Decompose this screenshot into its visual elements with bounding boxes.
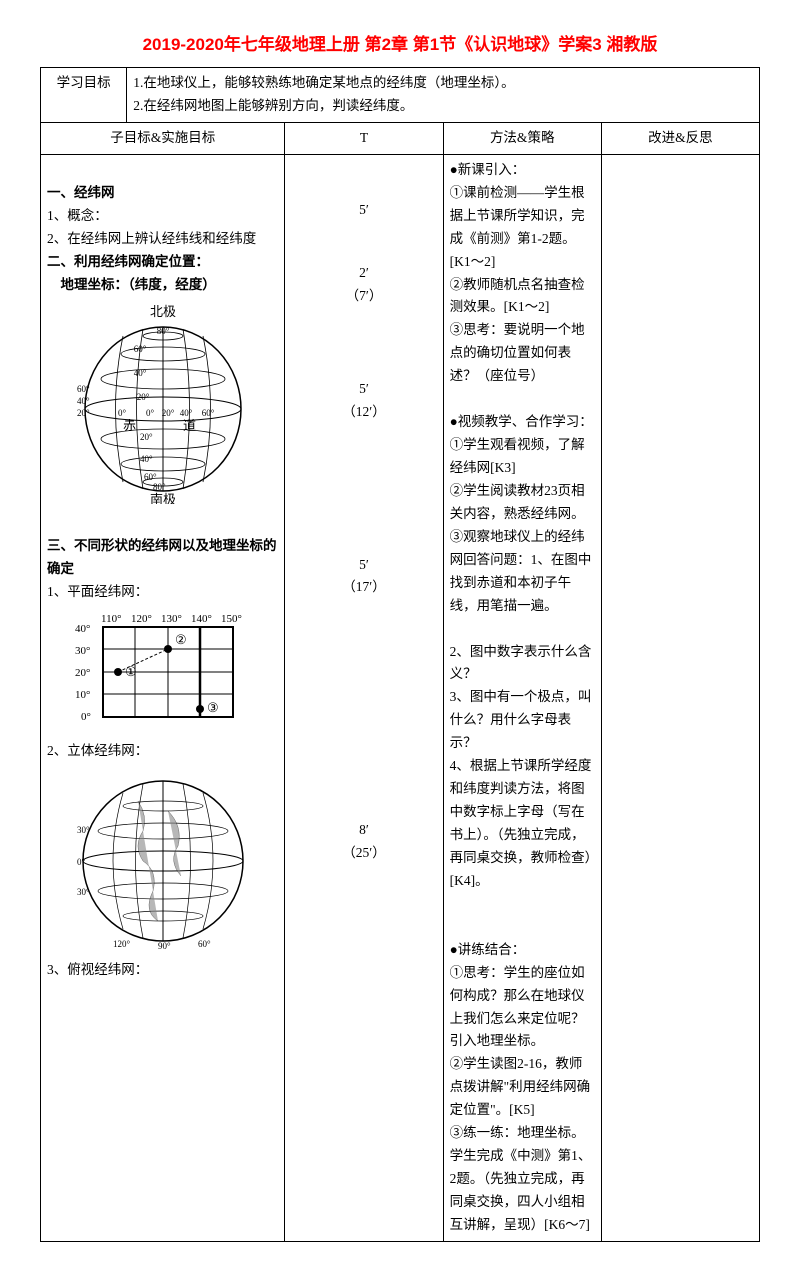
goal-2: 2.在经纬网地图上能够辨别方向，判读经纬度。 [133, 95, 753, 118]
svg-text:赤: 赤 [123, 418, 136, 433]
svg-text:150°: 150° [221, 613, 242, 625]
svg-text:40°: 40° [133, 368, 146, 378]
header-col1: 子目标&实施目标 [41, 122, 285, 154]
block3-2: 3、图中有一个极点，叫什么？用什么字母表示？ [450, 686, 595, 755]
header-col4: 改进&反思 [601, 122, 759, 154]
svg-text:120°: 120° [131, 613, 152, 625]
s2-sub: 地理坐标：（纬度，经度） [47, 274, 216, 297]
svg-text:60°: 60° [201, 408, 214, 418]
block4-head: ●讲练结合： [450, 939, 595, 962]
block2-3: ③观察地球仪上的经纬网回答问题：1、在图中找到赤道和本初子午线，用笔描一遍。 [450, 526, 595, 618]
s1-item2: 2、在经纬网上辨认经纬线和经纬度 [47, 228, 278, 251]
goals-content: 1.在地球仪上，能够较熟练地确定某地点的经纬度（地理坐标）。 2.在经纬网地图上… [127, 68, 760, 123]
svg-text:③: ③ [207, 700, 219, 715]
svg-text:30°: 30° [77, 825, 90, 835]
block3-1: 2、图中数字表示什么含义？ [450, 641, 595, 687]
t4a: 5′ [291, 554, 436, 577]
block1-head: ●新课引入： [450, 159, 595, 182]
header-col2: T [285, 122, 443, 154]
svg-text:130°: 130° [161, 613, 182, 625]
svg-text:90°: 90° [158, 941, 171, 951]
svg-text:20°: 20° [136, 392, 149, 402]
section3-head: 三、不同形状的经纬网以及地理坐标的确定 [47, 535, 278, 581]
svg-text:20°: 20° [140, 432, 153, 442]
svg-text:20°: 20° [75, 667, 90, 679]
block1-3: ③思考：要说明一个地点的确切位置如何表述？（座位号） [450, 319, 595, 388]
svg-text:②: ② [175, 632, 187, 647]
t4b: （17′） [291, 576, 436, 599]
s3-item1: 1、平面经纬网： [47, 581, 278, 604]
t3b: （12′） [291, 401, 436, 424]
t5a: 8′ [291, 819, 436, 842]
lesson-table: 学习目标 1.在地球仪上，能够较熟练地确定某地点的经纬度（地理坐标）。 2.在经… [40, 67, 760, 1242]
s3-item3: 3、俯视经纬网： [47, 959, 278, 982]
block2-2: ②学生阅读教材23页相关内容，熟悉经纬网。 [450, 480, 595, 526]
block3-3: 4、根据上节课所学经度和纬度判读方法，将图中数字标上字母（写在书上）。（先独立完… [450, 755, 595, 893]
t1: 5′ [291, 199, 436, 222]
block1-2: ②教师随机点名抽查检测效果。[K1～2] [450, 274, 595, 320]
goal-1: 1.在地球仪上，能够较熟练地确定某地点的经纬度（地理坐标）。 [133, 72, 753, 95]
globe2-diagram: 30° 0° 30° 120° 90° 60° [73, 771, 253, 951]
svg-text:30°: 30° [77, 887, 90, 897]
method-column: ●新课引入： ①课前检测——学生根据上节课所学知识，完成《前测》第1-2题。[K… [443, 154, 601, 1241]
block4-1: ①思考：学生的座位如何构成？那么在地球仪上我们怎么来定位呢？引入地理坐标。 [450, 962, 595, 1054]
svg-text:10°: 10° [75, 689, 90, 701]
goals-row: 学习目标 1.在地球仪上，能够较熟练地确定某地点的经纬度（地理坐标）。 2.在经… [41, 68, 760, 123]
svg-text:0°: 0° [146, 408, 155, 418]
t3a: 5′ [291, 378, 436, 401]
block1-1: ①课前检测——学生根据上节课所学知识，完成《前测》第1-2题。[K1～2] [450, 182, 595, 274]
reflection-column [601, 154, 759, 1241]
north-label: 北极 [150, 304, 176, 319]
t2b: （7′） [291, 285, 436, 308]
svg-text:60°: 60° [77, 384, 90, 394]
left-column: 一、经纬网 1、概念： 2、在经纬网上辨认经纬线和经纬度 二、利用经纬网确定位置… [41, 154, 285, 1241]
grid-diagram: 110° 120° 130° 140° 150° 40° 30° 20° 10°… [73, 612, 253, 732]
header-col3: 方法&策略 [443, 122, 601, 154]
svg-text:0°: 0° [77, 857, 86, 867]
svg-text:60°: 60° [198, 939, 211, 949]
header-row: 子目标&实施目标 T 方法&策略 改进&反思 [41, 122, 760, 154]
svg-text:120°: 120° [113, 939, 131, 949]
svg-text:40°: 40° [140, 454, 153, 464]
body-row: 一、经纬网 1、概念： 2、在经纬网上辨认经纬线和经纬度 二、利用经纬网确定位置… [41, 154, 760, 1241]
s3-item2: 2、立体经纬网： [47, 740, 278, 763]
svg-text:①: ① [125, 664, 137, 679]
s1-item1: 1、概念： [47, 205, 278, 228]
block2-head: ●视频教学、合作学习： [450, 411, 595, 434]
svg-text:80°: 80° [153, 482, 166, 492]
block4-3: ③练一练：地理坐标。学生完成《中测》第1、2题。（先独立完成，再同桌交换，四人小… [450, 1122, 595, 1237]
south-label: 南极 [150, 492, 176, 504]
time-column: 5′ 2′ （7′） 5′ （12′） 5′ （17′） 8′ （25′） [285, 154, 443, 1241]
svg-text:110°: 110° [101, 613, 122, 625]
t5b: （25′） [291, 842, 436, 865]
svg-text:0°: 0° [81, 711, 91, 723]
svg-text:60°: 60° [133, 344, 146, 354]
svg-text:40°: 40° [77, 396, 90, 406]
svg-text:0°: 0° [118, 408, 127, 418]
svg-text:40°: 40° [179, 408, 192, 418]
t2a: 2′ [291, 262, 436, 285]
block2-1: ①学生观看视频，了解经纬网[K3] [450, 434, 595, 480]
svg-text:140°: 140° [191, 613, 212, 625]
section2-head: 二、利用经纬网确定位置： [47, 251, 278, 274]
svg-text:30°: 30° [75, 645, 90, 657]
page-title: 2019-2020年七年级地理上册 第2章 第1节《认识地球》学案3 湘教版 [40, 30, 760, 55]
goals-label: 学习目标 [41, 68, 127, 123]
block4-2: ②学生读图2-16，教师点拨讲解"利用经纬网确定位置"。[K5] [450, 1053, 595, 1122]
svg-text:40°: 40° [75, 623, 90, 635]
svg-text:80°: 80° [156, 326, 169, 336]
section1-head: 一、经纬网 [47, 182, 278, 205]
svg-text:20°: 20° [77, 408, 90, 418]
svg-text:道: 道 [183, 418, 196, 433]
svg-text:60°: 60° [144, 472, 157, 482]
svg-text:20°: 20° [161, 408, 174, 418]
globe-diagram: 北极 80° 60° 40° 20° 0° 20° 4 [68, 304, 258, 504]
